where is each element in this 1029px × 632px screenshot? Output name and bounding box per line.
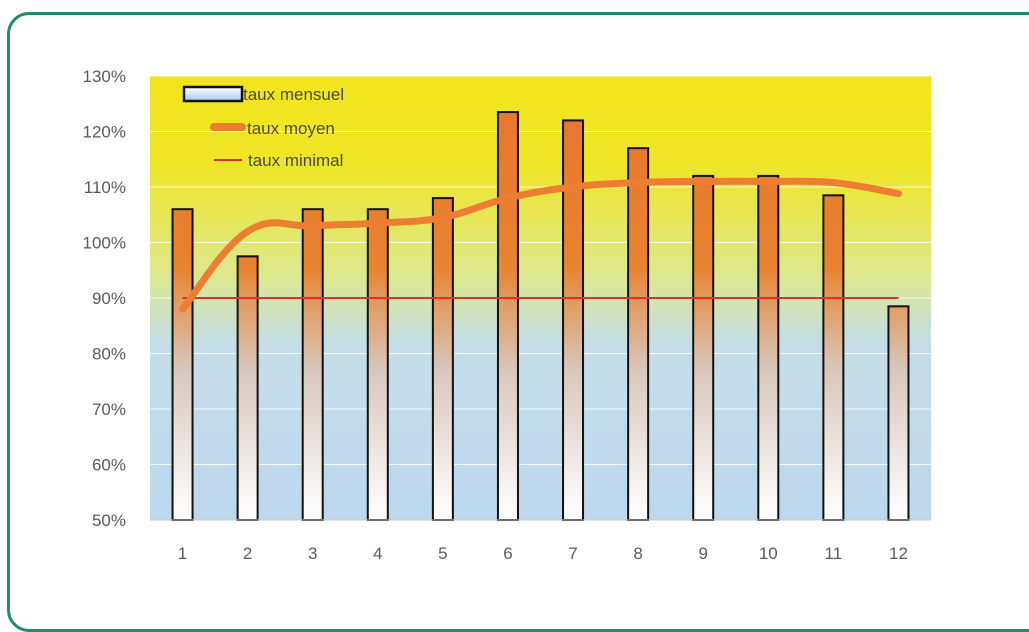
x-tick-label: 9 [698, 544, 707, 563]
bar [301, 208, 324, 521]
x-tick-label: 7 [568, 544, 577, 563]
legend-label-taux-moyen: taux moyen [247, 119, 335, 138]
y-tick-label: 60% [92, 456, 126, 475]
bar [757, 174, 780, 521]
bar [627, 147, 650, 521]
y-tick-label: 100% [83, 234, 126, 253]
y-tick-label: 90% [92, 289, 126, 308]
bar [431, 197, 454, 521]
bar [496, 111, 519, 521]
legend-label-taux-mensuel: taux mensuel [243, 85, 344, 104]
x-tick-label: 1 [178, 544, 187, 563]
x-tick-label: 6 [503, 544, 512, 563]
x-tick-label: 10 [759, 544, 778, 563]
y-axis: 50% 60% 70% 80% 90% 100% 110% 120% 130% [83, 67, 126, 530]
mean-line [179, 177, 902, 313]
y-tick-label: 80% [92, 345, 126, 364]
y-tick-label: 110% [84, 178, 126, 197]
legend: taux mensuel taux moyen taux minimal [182, 85, 344, 170]
x-axis: 1 2 3 4 5 6 7 8 9 10 11 12 [178, 544, 908, 563]
y-tick-label: 70% [92, 400, 126, 419]
y-tick-label: 130% [83, 67, 126, 86]
bar [887, 305, 910, 522]
x-tick-label: 5 [438, 544, 447, 563]
bar [366, 208, 389, 521]
x-tick-label: 3 [308, 544, 317, 563]
x-tick-label: 4 [373, 544, 382, 563]
bar [822, 194, 845, 521]
x-tick-label: 2 [243, 544, 252, 563]
x-tick-label: 11 [825, 544, 843, 563]
y-tick-label: 120% [83, 123, 126, 142]
x-tick-label: 8 [633, 544, 642, 563]
legend-swatch-taux-mensuel [182, 85, 244, 103]
line-series [179, 177, 902, 313]
bar [692, 174, 715, 521]
bar [236, 255, 259, 521]
bar [171, 208, 194, 521]
x-tick-label: 12 [889, 544, 908, 563]
legend-label-taux-minimal: taux minimal [248, 151, 343, 170]
y-tick-label: 50% [92, 511, 126, 530]
bar [562, 119, 585, 522]
gridlines [150, 75, 931, 465]
